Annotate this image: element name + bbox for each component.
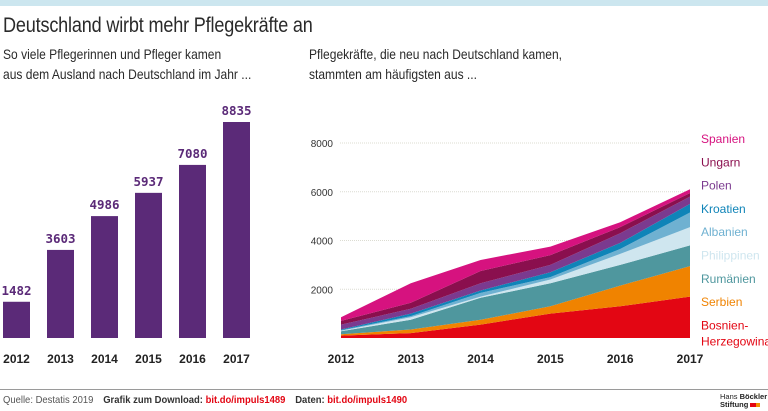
legend-label: Bosnien- bbox=[701, 318, 748, 332]
legend-label: Serbien bbox=[701, 295, 742, 309]
left-subtitle-line2: aus dem Ausland nach Deutschland im Jahr… bbox=[3, 66, 252, 82]
x-tick-label: 2014 bbox=[467, 352, 494, 366]
y-tick-label: 4000 bbox=[311, 237, 334, 248]
bar-category-label: 2014 bbox=[91, 352, 118, 366]
y-tick-label: 2000 bbox=[311, 285, 334, 296]
legend-label: Kroatien bbox=[701, 202, 746, 216]
legend-label: Philippinen bbox=[701, 249, 760, 263]
bar-2012 bbox=[3, 301, 30, 338]
logo-text-boeckler: Böckler bbox=[739, 392, 768, 401]
bar-value-label: 4986 bbox=[89, 197, 119, 212]
data-label: Daten: bbox=[295, 394, 325, 406]
bar-value-label: 1482 bbox=[1, 283, 31, 298]
download-label: Grafik zum Download: bbox=[103, 394, 203, 406]
area-series-serbien bbox=[341, 266, 690, 336]
top-band bbox=[0, 0, 768, 6]
bar-value-label: 3603 bbox=[45, 231, 75, 246]
x-tick-label: 2013 bbox=[397, 352, 424, 366]
bar-2017 bbox=[223, 122, 250, 338]
right-subtitle-line1: Pflegekräfte, die neu nach Deutschland k… bbox=[309, 46, 563, 62]
y-tick-label: 6000 bbox=[311, 188, 334, 199]
logo-color-bar-icon bbox=[750, 403, 761, 408]
y-tick-label: 8000 bbox=[311, 139, 334, 150]
bar-category-label: 2013 bbox=[47, 352, 74, 366]
bar-category-label: 2015 bbox=[135, 352, 162, 366]
x-tick-label: 2017 bbox=[677, 352, 704, 366]
logo-text-hans: Hans bbox=[720, 392, 738, 401]
source-text: Quelle: Destatis 2019 bbox=[3, 394, 94, 406]
legend-label: Albanien bbox=[701, 225, 748, 239]
hans-boeckler-logo: Hans Böckler Stiftung bbox=[720, 393, 767, 409]
legend-label: Polen bbox=[701, 179, 732, 193]
footer-divider bbox=[0, 389, 768, 390]
legend-label: Rumänien bbox=[701, 272, 756, 286]
bar-value-label: 8835 bbox=[221, 103, 251, 118]
right-subtitle: Pflegekräfte, die neu nach Deutschland k… bbox=[309, 44, 562, 84]
stacked-area-chart: 2000 4000 6000 8000 2012 2013 2014 2015 2016 2017… bbox=[311, 132, 768, 366]
left-subtitle: So viele Pflegerinnen und Pfleger kamen … bbox=[3, 44, 251, 84]
bar-value-label: 7080 bbox=[177, 146, 207, 161]
bar-2013 bbox=[47, 249, 74, 338]
page-title: Deutschland wirbt mehr Pflegekräfte an bbox=[3, 14, 313, 37]
x-tick-label: 2016 bbox=[607, 352, 634, 366]
area-series-spanien bbox=[341, 189, 690, 321]
bar-2015 bbox=[135, 192, 162, 338]
right-subtitle-line2: stammten am häufigsten aus ... bbox=[309, 66, 477, 82]
legend-label: Spanien bbox=[701, 132, 745, 146]
x-tick-label: 2015 bbox=[537, 352, 564, 366]
left-subtitle-line1: So viele Pflegerinnen und Pfleger kamen bbox=[3, 46, 222, 62]
data-link[interactable]: bit.do/impuls1490 bbox=[327, 394, 408, 406]
bar-category-label: 2017 bbox=[223, 352, 250, 366]
bar-category-label: 2016 bbox=[179, 352, 206, 366]
logo-text-stiftung: Stiftung bbox=[720, 400, 749, 409]
legend-label: Herzegowina bbox=[701, 334, 768, 348]
download-link[interactable]: bit.do/impuls1489 bbox=[205, 394, 286, 406]
bar-2014 bbox=[91, 216, 118, 338]
bar-value-label: 5937 bbox=[133, 174, 163, 189]
x-tick-label: 2012 bbox=[328, 352, 355, 366]
bar-category-label: 2012 bbox=[3, 352, 30, 366]
legend-label: Ungarn bbox=[701, 155, 740, 169]
footer: Quelle: Destatis 2019 Grafik zum Downloa… bbox=[3, 394, 414, 406]
bar-chart: 1482 2012 3603 2013 4986 2014 5937 2015 7080 2016… bbox=[1, 103, 251, 366]
bar-2016 bbox=[179, 164, 206, 338]
area-series-bosnien-herzegowina bbox=[341, 296, 690, 338]
